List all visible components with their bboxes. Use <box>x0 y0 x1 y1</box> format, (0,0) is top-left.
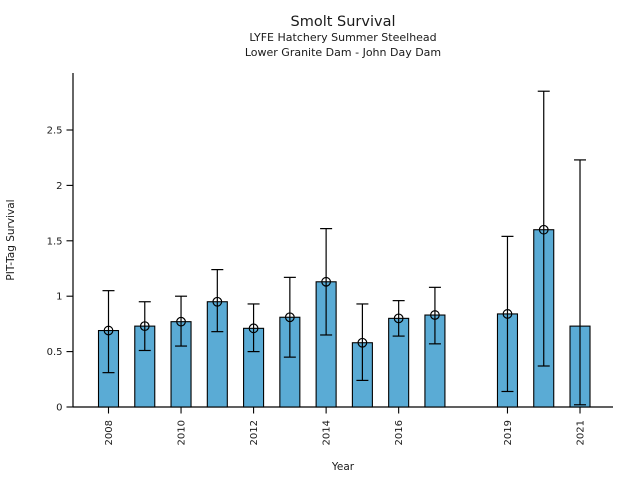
x-tick-label: 2012 <box>249 420 260 445</box>
y-tick-label: 1 <box>56 292 62 303</box>
point-marker-2010 <box>176 316 186 327</box>
point-marker-2017 <box>430 310 440 320</box>
point-marker-2011 <box>212 296 223 307</box>
chart-title: Smolt Survival <box>291 14 396 30</box>
point-marker-2020 <box>538 224 549 235</box>
y-tick-label: 0.5 <box>47 347 63 358</box>
y-tick-label: 2.5 <box>47 126 63 137</box>
x-tick-label: 2016 <box>394 420 405 445</box>
chart-subtitle-line1: LYFE Hatchery Summer Steelhead <box>249 31 436 44</box>
point-marker-2014 <box>321 276 332 287</box>
point-marker-2019 <box>502 309 513 319</box>
x-tick-label: 2019 <box>503 420 514 445</box>
plot-area: 0 0.5 1 1.5 2 2.5 2008 2010 2012 2014 2016 2019 2021 <box>47 73 613 445</box>
point-marker-2016 <box>393 313 404 324</box>
y-tick-label: 2 <box>56 181 62 192</box>
point-marker-2012 <box>248 323 259 334</box>
y-tick-label: 0 <box>56 403 62 414</box>
chart-subtitle-line2: Lower Granite Dam - John Day Dam <box>245 46 441 59</box>
y-axis-label: PIT-Tag Survival <box>5 199 17 280</box>
y-tick-label: 1.5 <box>47 236 63 247</box>
point-marker-2013 <box>284 312 295 323</box>
point-marker-2015 <box>357 337 368 348</box>
x-tick-label: 2014 <box>322 420 333 445</box>
point-marker-2008 <box>103 325 114 336</box>
x-axis-label: Year <box>331 461 355 473</box>
x-tick-label: 2008 <box>104 420 115 445</box>
x-tick-label: 2010 <box>177 420 188 445</box>
x-tick-label: 2021 <box>576 420 587 445</box>
point-marker-2009 <box>139 321 150 332</box>
